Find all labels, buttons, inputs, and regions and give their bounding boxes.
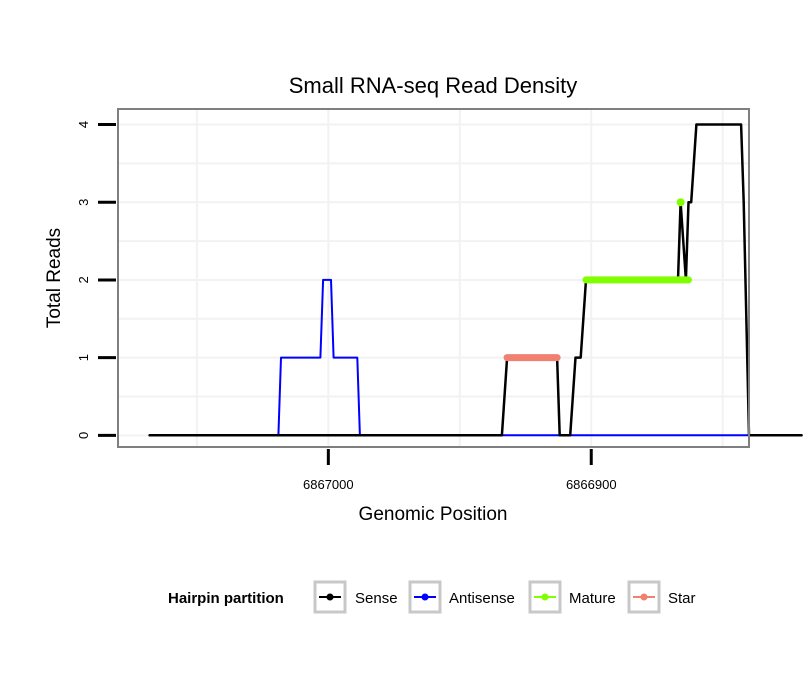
series-line-antisense <box>148 278 750 437</box>
x-axis: 6867000 6866900 <box>303 449 617 492</box>
legend-item-star: Star <box>627 580 696 614</box>
x-tick-label: 6867000 <box>303 477 354 492</box>
legend: Hairpin partition Sense Antisense Mature St… <box>168 580 696 614</box>
legend-label: Sense <box>355 590 398 607</box>
y-tick-label: 1 <box>76 354 91 361</box>
series-layer <box>148 123 803 437</box>
y-axis-label: Total Reads <box>44 228 65 328</box>
chart-title: Small RNA-seq Read Density <box>289 73 578 98</box>
legend-item-mature: Mature <box>528 580 616 614</box>
legend-label: Mature <box>569 590 616 607</box>
series-point-mature <box>676 198 685 207</box>
legend-key-point <box>541 593 549 601</box>
x-axis-label: Genomic Position <box>359 504 508 525</box>
y-tick-label: 2 <box>76 276 91 283</box>
y-tick-label: 0 <box>76 432 91 439</box>
y-tick-label: 3 <box>76 199 91 206</box>
legend-key-point <box>640 593 648 601</box>
y-axis: 0 1 2 3 4 <box>76 121 116 439</box>
legend-item-antisense: Antisense <box>408 580 515 614</box>
legend-key-point <box>421 593 429 601</box>
legend-item-sense: Sense <box>313 580 398 614</box>
x-tick-label: 6866900 <box>566 477 617 492</box>
legend-label: Star <box>668 590 696 607</box>
legend-key-point <box>326 593 334 601</box>
legend-title: Hairpin partition <box>168 590 284 607</box>
plot-border <box>117 108 750 448</box>
y-tick-label: 4 <box>76 121 91 128</box>
legend-label: Antisense <box>449 590 515 607</box>
